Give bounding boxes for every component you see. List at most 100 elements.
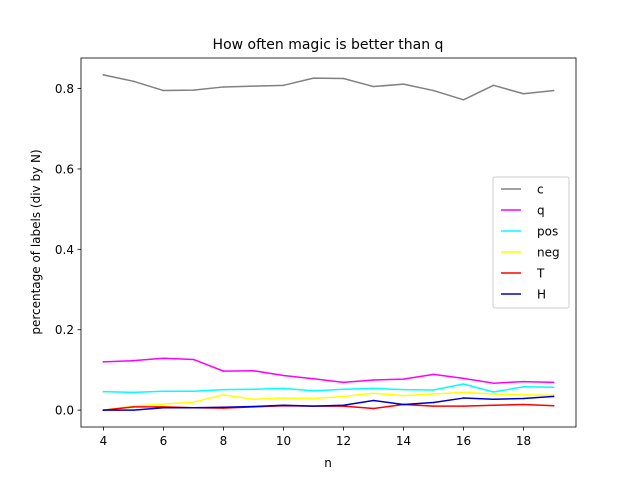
legend-label-pos: pos (537, 225, 558, 239)
data-point-q (162, 357, 165, 360)
data-point-c (342, 77, 345, 80)
axes-layer: 4 6 8 10 12 14 16 18 0.0 0.2 0.4 0.6 0.8 (55, 57, 577, 448)
data-point-q (192, 358, 195, 361)
data-point-c (522, 93, 525, 95)
plot-frame (80, 57, 577, 428)
data-point-c (252, 85, 255, 87)
x-tick-label: 10 (276, 434, 291, 448)
data-point-H (102, 409, 105, 411)
data-point-H (552, 395, 555, 398)
data-point-neg (492, 393, 495, 395)
data-point-c (102, 74, 105, 76)
series-layer (102, 73, 555, 411)
data-point-neg (522, 394, 525, 396)
data-point-q (342, 381, 345, 384)
data-point-T (132, 406, 135, 408)
legend-label-c: c (537, 183, 544, 197)
data-point-T (552, 404, 555, 407)
data-point-pos (222, 388, 225, 391)
x-tick-label: 16 (456, 434, 471, 448)
legend-label-q: q (537, 204, 545, 218)
y-tick-label: 0.6 (55, 162, 74, 176)
data-point-neg (192, 401, 195, 403)
data-point-neg (552, 394, 555, 396)
data-point-H (462, 397, 465, 399)
y-tick-label: 0.4 (55, 243, 74, 257)
data-point-pos (372, 387, 375, 390)
data-point-q (282, 374, 285, 377)
data-point-c (372, 85, 375, 88)
x-tick-label: 12 (336, 434, 351, 448)
data-point-T (492, 404, 495, 407)
data-point-H (432, 401, 435, 404)
data-point-c (462, 99, 465, 101)
data-point-c (312, 77, 315, 79)
series-line-pos (102, 383, 555, 394)
series-line-neg (102, 391, 555, 411)
data-point-neg (402, 394, 405, 397)
legend-label-T: T (536, 267, 545, 281)
data-point-pos (402, 388, 405, 391)
data-point-H (312, 405, 315, 407)
data-point-T (522, 403, 525, 406)
y-tick-label: 0.2 (55, 323, 74, 337)
data-point-pos (312, 390, 315, 392)
data-point-neg (162, 403, 165, 405)
data-point-q (372, 379, 375, 381)
legend: cq pos neg TH (492, 176, 570, 309)
data-point-H (342, 404, 345, 407)
data-point-H (522, 397, 525, 400)
y-tick-label: 0.0 (55, 404, 74, 418)
data-point-neg (222, 394, 225, 396)
data-point-c (492, 84, 495, 87)
data-point-q (222, 370, 225, 372)
data-point-q (522, 380, 525, 383)
series-line-q (102, 357, 555, 384)
data-point-pos (282, 387, 285, 390)
x-tick-label: 6 (160, 434, 168, 448)
data-point-neg (342, 395, 345, 398)
data-point-c (192, 89, 195, 91)
legend-label-H: H (537, 288, 546, 302)
data-point-q (492, 382, 495, 384)
data-point-c (432, 89, 435, 92)
data-point-c (222, 86, 225, 88)
data-point-c (162, 89, 165, 92)
data-point-H (162, 406, 165, 409)
data-point-H (402, 403, 405, 406)
data-point-H (132, 409, 135, 411)
y-tick-label: 0.8 (55, 82, 74, 96)
data-point-pos (192, 390, 195, 392)
data-point-H (192, 406, 195, 409)
data-point-neg (432, 393, 435, 395)
data-point-c (282, 84, 285, 87)
data-point-H (252, 405, 255, 408)
data-point-q (252, 369, 255, 372)
data-point-q (432, 373, 435, 376)
data-point-pos (552, 386, 555, 388)
data-point-q (312, 378, 315, 380)
data-point-q (132, 359, 135, 362)
data-point-pos (162, 390, 165, 392)
y-axis-title: percentage of labels (div by N) (29, 149, 43, 334)
data-point-H (282, 404, 285, 407)
data-point-pos (252, 388, 255, 390)
series-line-H (102, 395, 555, 411)
data-point-H (222, 406, 225, 409)
legend-label-neg: neg (537, 246, 560, 260)
data-point-q (402, 378, 405, 380)
data-point-neg (312, 397, 315, 400)
x-tick-label: 8 (220, 434, 228, 448)
data-point-H (372, 399, 375, 402)
data-point-c (552, 89, 555, 92)
data-point-pos (132, 391, 135, 394)
data-point-q (102, 361, 105, 363)
x-tick-label: 14 (396, 434, 411, 448)
x-axis-title: n (324, 456, 332, 470)
data-point-c (402, 83, 405, 85)
x-tick-label: 4 (100, 434, 108, 448)
data-point-pos (102, 390, 105, 393)
data-point-q (462, 377, 465, 380)
legend-box (492, 176, 570, 309)
